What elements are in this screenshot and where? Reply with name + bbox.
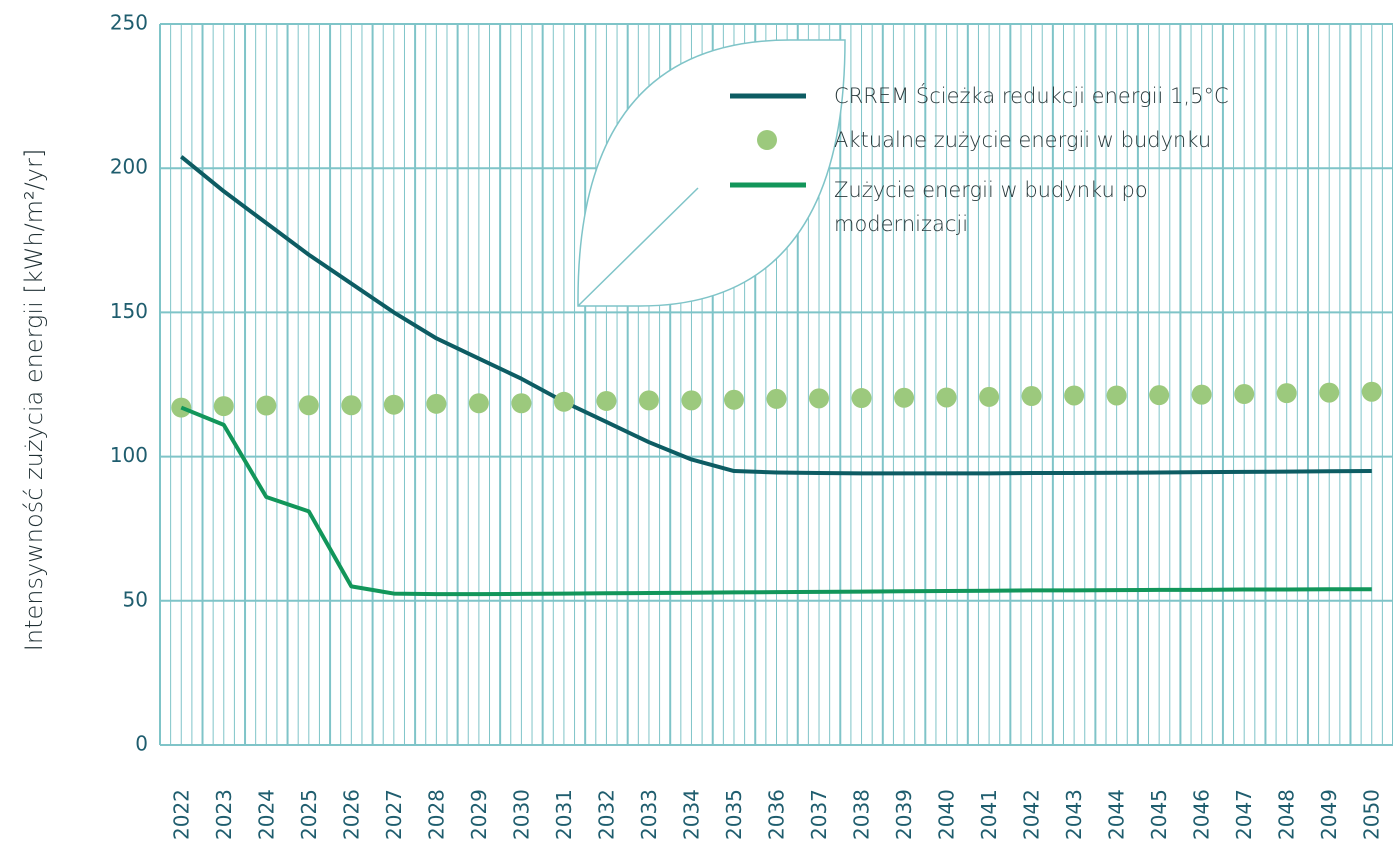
y-tick-label: 50 xyxy=(123,587,148,611)
y-axis-label: Intensywność zużycia energii [kWh/m²/yr] xyxy=(20,149,48,651)
x-tick-label: 2028 xyxy=(424,789,448,840)
x-tick-label: 2034 xyxy=(679,789,703,840)
page: Intensywność zużycia energii [kWh/m²/yr]… xyxy=(0,0,1393,846)
data-point xyxy=(894,388,914,408)
data-point xyxy=(1107,385,1127,405)
data-point xyxy=(724,390,744,410)
x-tick-label: 2045 xyxy=(1147,789,1171,840)
data-point xyxy=(511,393,531,413)
x-tick-label: 2039 xyxy=(892,789,916,840)
x-tick-label: 2036 xyxy=(765,789,789,840)
x-tick-label: 2035 xyxy=(722,789,746,840)
data-point xyxy=(299,395,319,415)
y-tick-label: 250 xyxy=(110,11,148,35)
data-point xyxy=(1319,383,1339,403)
leaf-decoration xyxy=(578,40,845,306)
data-point xyxy=(1234,384,1254,404)
x-tick-label: 2026 xyxy=(339,789,363,840)
data-point xyxy=(341,395,361,415)
x-tick-label: 2033 xyxy=(637,789,661,840)
x-tick-label: 2031 xyxy=(552,789,576,840)
data-point xyxy=(256,396,276,416)
x-tick-label: 2043 xyxy=(1062,789,1086,840)
data-point xyxy=(384,395,404,415)
x-tick-label: 2040 xyxy=(935,789,959,840)
y-tick-label: 0 xyxy=(135,732,148,756)
data-point xyxy=(937,387,957,407)
x-tick-label: 2024 xyxy=(254,789,278,840)
x-tick-label: 2027 xyxy=(382,789,406,840)
y-tick-label: 150 xyxy=(110,299,148,323)
legend-swatch xyxy=(757,130,777,150)
x-tick-label: 2037 xyxy=(807,789,831,840)
x-tick-label: 2023 xyxy=(212,789,236,840)
x-tick-label: 2047 xyxy=(1232,789,1256,840)
data-point xyxy=(214,396,234,416)
x-tick-label: 2046 xyxy=(1190,789,1214,840)
data-point xyxy=(1277,383,1297,403)
data-point xyxy=(596,391,616,411)
data-point xyxy=(1149,385,1169,405)
data-point xyxy=(554,392,574,412)
x-tick-label: 2048 xyxy=(1275,789,1299,840)
x-tick-label: 2044 xyxy=(1105,789,1129,840)
data-point xyxy=(852,388,872,408)
x-tick-label: 2030 xyxy=(509,789,533,840)
data-point xyxy=(809,388,829,408)
x-tick-label: 2022 xyxy=(169,789,193,840)
x-tick-label: 2032 xyxy=(594,789,618,840)
legend-entry: Zużycie energii w budynku po modernizacj… xyxy=(834,173,1254,241)
legend-entry: Aktualne zużycie energii w budynku xyxy=(834,123,1314,157)
data-point xyxy=(979,387,999,407)
data-point xyxy=(1362,382,1382,402)
data-point xyxy=(681,390,701,410)
x-tick-label: 2049 xyxy=(1317,789,1341,840)
data-point xyxy=(1022,386,1042,406)
data-point xyxy=(1192,385,1212,405)
data-point xyxy=(1064,385,1084,405)
data-point xyxy=(767,389,787,409)
x-tick-label: 2038 xyxy=(850,789,874,840)
y-tick-label: 100 xyxy=(110,443,148,467)
x-tick-label: 2029 xyxy=(467,789,491,840)
data-point xyxy=(639,390,659,410)
data-point xyxy=(426,394,446,414)
data-point xyxy=(469,393,489,413)
legend-entry: CRREM Ścieżka redukcji energii 1,5°C xyxy=(834,79,1314,113)
x-tick-label: 2050 xyxy=(1360,789,1384,840)
y-tick-label: 200 xyxy=(110,155,148,179)
x-tick-label: 2025 xyxy=(297,789,321,840)
x-tick-label: 2041 xyxy=(977,789,1001,840)
x-tick-label: 2042 xyxy=(1020,789,1044,840)
